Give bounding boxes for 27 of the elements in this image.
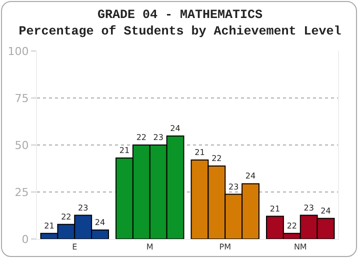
text: 24 xyxy=(170,124,180,133)
chart-title: GRADE 04 - MATHEMATICS xyxy=(97,8,264,22)
text: 21 xyxy=(119,146,130,155)
text: 23 xyxy=(228,182,239,192)
chart-subtitle: Percentage of Students by Achievement Level xyxy=(18,24,342,38)
text: 22 xyxy=(286,221,298,230)
series-label: 24 xyxy=(94,218,106,227)
text: 24 xyxy=(320,206,331,216)
text: 22 xyxy=(212,154,222,164)
x-tick-label: M xyxy=(146,242,154,252)
x-tick-label: E xyxy=(72,242,78,252)
series-label: 23 xyxy=(78,203,88,212)
y-tick-label: 100 xyxy=(8,44,29,58)
y-tick-label: 75 xyxy=(14,92,29,105)
text: 23 xyxy=(304,203,314,212)
x-tick-label: NM xyxy=(294,242,307,252)
text: 24 xyxy=(245,172,256,181)
y-tick-label: 25 xyxy=(14,186,29,199)
series-label: 22 xyxy=(61,212,72,222)
text: 21 xyxy=(270,204,280,214)
text: 23 xyxy=(153,133,164,142)
y-tick-label: 50 xyxy=(14,138,29,152)
y-tick-label: 0 xyxy=(22,232,29,246)
x-tick-label: PM xyxy=(219,242,232,252)
text: 22 xyxy=(136,133,147,142)
series-label: 21 xyxy=(44,221,54,230)
text: 21 xyxy=(194,148,205,158)
